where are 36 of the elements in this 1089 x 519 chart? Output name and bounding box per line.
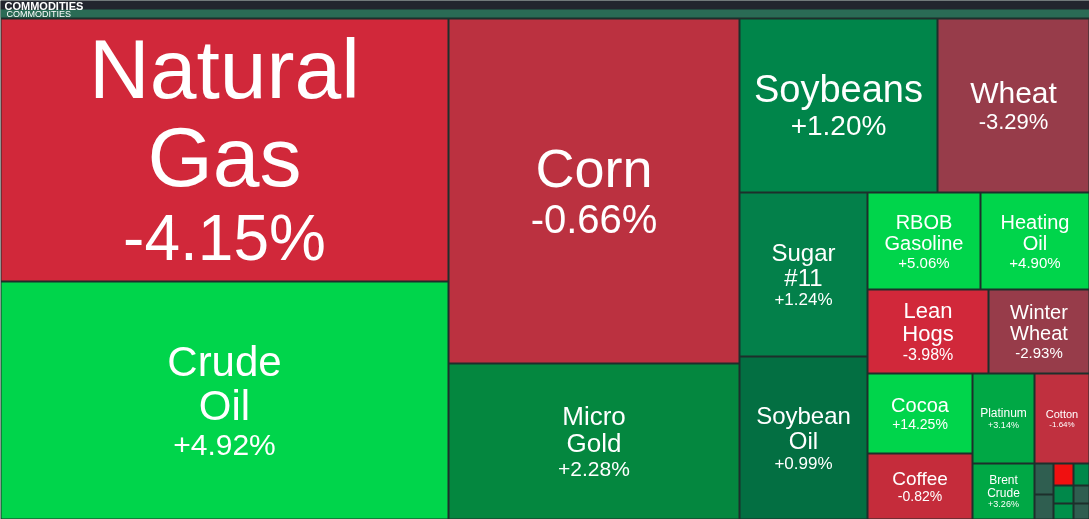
category-label: Soybeans [753, 68, 924, 111]
category-label: Soybean Oil [756, 402, 851, 455]
data-label: -0.82% [897, 488, 943, 505]
data-label: +1.20% [790, 109, 887, 141]
category-label: Heating Oil [1000, 210, 1070, 254]
category-label: Winter Wheat [1010, 301, 1069, 345]
text: COMMODITIES [6, 9, 71, 19]
category-label: Corn [535, 138, 653, 198]
data-label: -2.93% [1015, 344, 1063, 361]
category-label: Wheat [970, 76, 1058, 110]
category-label: Cotton [1045, 407, 1079, 420]
data-label: -0.66% [530, 197, 658, 242]
data-label: -3.98% [902, 346, 954, 364]
data-label: +4.92% [173, 428, 276, 462]
data-label: +1.24% [774, 290, 833, 310]
category-label: Platinum [980, 406, 1027, 421]
data-label: +3.26% [988, 499, 1019, 510]
category-label: Micro Gold [562, 400, 626, 459]
data-label: +4.90% [1009, 253, 1061, 271]
category-label: Coffee [892, 467, 948, 489]
category-label: Cocoa [891, 394, 950, 417]
category-label: Lean Hogs [902, 298, 954, 347]
category-label: Sugar #11 [771, 238, 836, 291]
data-label: +0.99% [774, 453, 833, 473]
data-label: +14.25% [892, 416, 948, 432]
category-label: Natural Gas [89, 22, 360, 205]
category-label: RBOB Gasoline [884, 210, 964, 254]
data-label: -1.64% [1049, 419, 1075, 429]
category-label: Brent Crude [987, 473, 1021, 500]
text: COMMODITIES [4, 0, 84, 12]
data-label: -3.29% [978, 108, 1049, 134]
data-label: -4.15% [123, 202, 326, 275]
data-label: +3.14% [988, 419, 1019, 430]
data-label: +5.06% [898, 253, 950, 271]
category-label: Crude Oil [167, 337, 282, 429]
data-label: +2.28% [558, 457, 630, 481]
